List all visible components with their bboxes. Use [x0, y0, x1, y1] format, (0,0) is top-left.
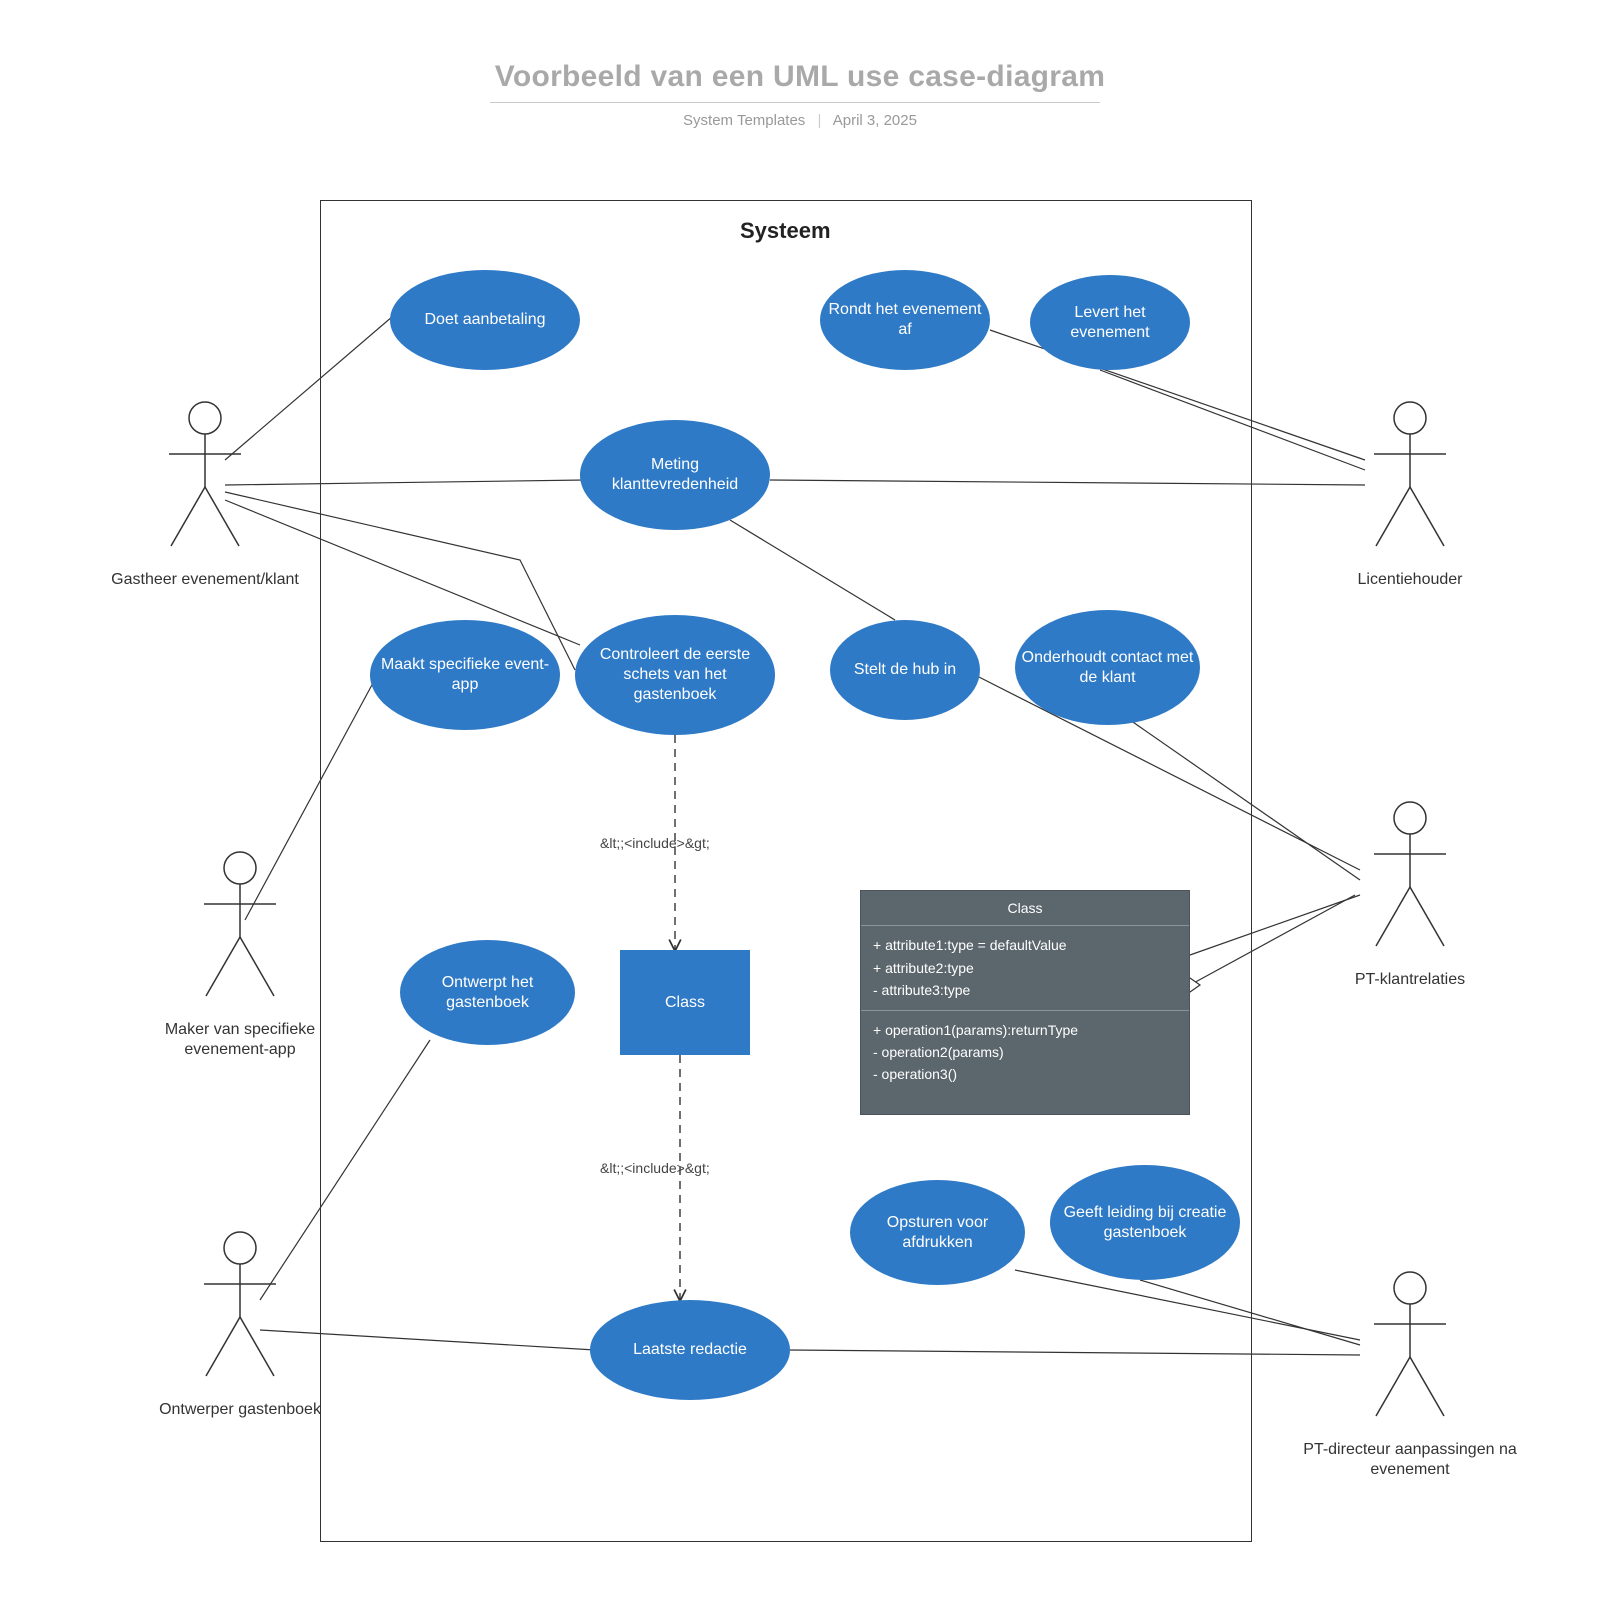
- date-text: April 3, 2025: [833, 112, 917, 129]
- subtitle-sep: |: [817, 112, 821, 129]
- diagram-canvas: Voorbeeld van een UML use case-diagram S…: [0, 0, 1600, 1600]
- usecase-aanbet: Doet aanbetaling: [390, 270, 580, 370]
- usecase-onderh: Onderhoudt contact met de klant: [1015, 610, 1200, 725]
- actor-label-lic: Licentiehouder: [1300, 570, 1520, 590]
- actor-label-ptk: PT-klantrelaties: [1300, 970, 1520, 990]
- diagram-subtitle: System Templates | April 3, 2025: [0, 112, 1600, 129]
- actor-maker: [200, 850, 280, 1000]
- usecase-levert: Levert het evenement: [1030, 275, 1190, 370]
- usecase-stelt: Stelt de hub in: [830, 620, 980, 720]
- usecase-laatste: Laatste redactie: [590, 1300, 790, 1400]
- usecase-opstu: Opsturen voor afdrukken: [850, 1180, 1025, 1285]
- usecase-leid: Geeft leiding bij creatie gastenboek: [1050, 1165, 1240, 1280]
- usecase-contr: Controleert de eerste schets van het gas…: [575, 615, 775, 735]
- actor-host: [165, 400, 245, 550]
- actor-ptd: [1370, 1270, 1450, 1420]
- include-label: &lt;;<include>&gt;: [600, 1160, 710, 1176]
- usecase-meting: Meting klanttevredenheid: [580, 420, 770, 530]
- class-node: Class: [620, 950, 750, 1055]
- class-detail-box: Class + attribute1:type = defaultValue+ …: [860, 890, 1190, 1115]
- author-text: System Templates: [683, 112, 805, 129]
- actor-label-maker: Maker van specifieke evenement-app: [130, 1020, 350, 1060]
- usecase-maakt: Maakt specifieke event-app: [370, 620, 560, 730]
- actor-label-designer: Ontwerper gastenboek: [130, 1400, 350, 1420]
- class-detail-title: Class: [861, 891, 1189, 926]
- include-label: &lt;;<include>&gt;: [600, 835, 710, 851]
- class-node-label: Class: [665, 994, 705, 1012]
- usecase-ontw: Ontwerpt het gastenboek: [400, 940, 575, 1045]
- class-operations: + operation1(params):returnType- operati…: [861, 1011, 1189, 1094]
- title-underline: [490, 102, 1100, 103]
- actor-ptk: [1370, 800, 1450, 950]
- actor-lic: [1370, 400, 1450, 550]
- actor-label-host: Gastheer evenement/klant: [95, 570, 315, 590]
- system-label: Systeem: [740, 218, 831, 244]
- diagram-title: Voorbeeld van een UML use case-diagram: [0, 60, 1600, 94]
- actor-designer: [200, 1230, 280, 1380]
- usecase-rondt: Rondt het evenement af: [820, 270, 990, 370]
- class-attributes: + attribute1:type = defaultValue+ attrib…: [861, 926, 1189, 1010]
- actor-label-ptd: PT-directeur aanpassingen na evenement: [1300, 1440, 1520, 1480]
